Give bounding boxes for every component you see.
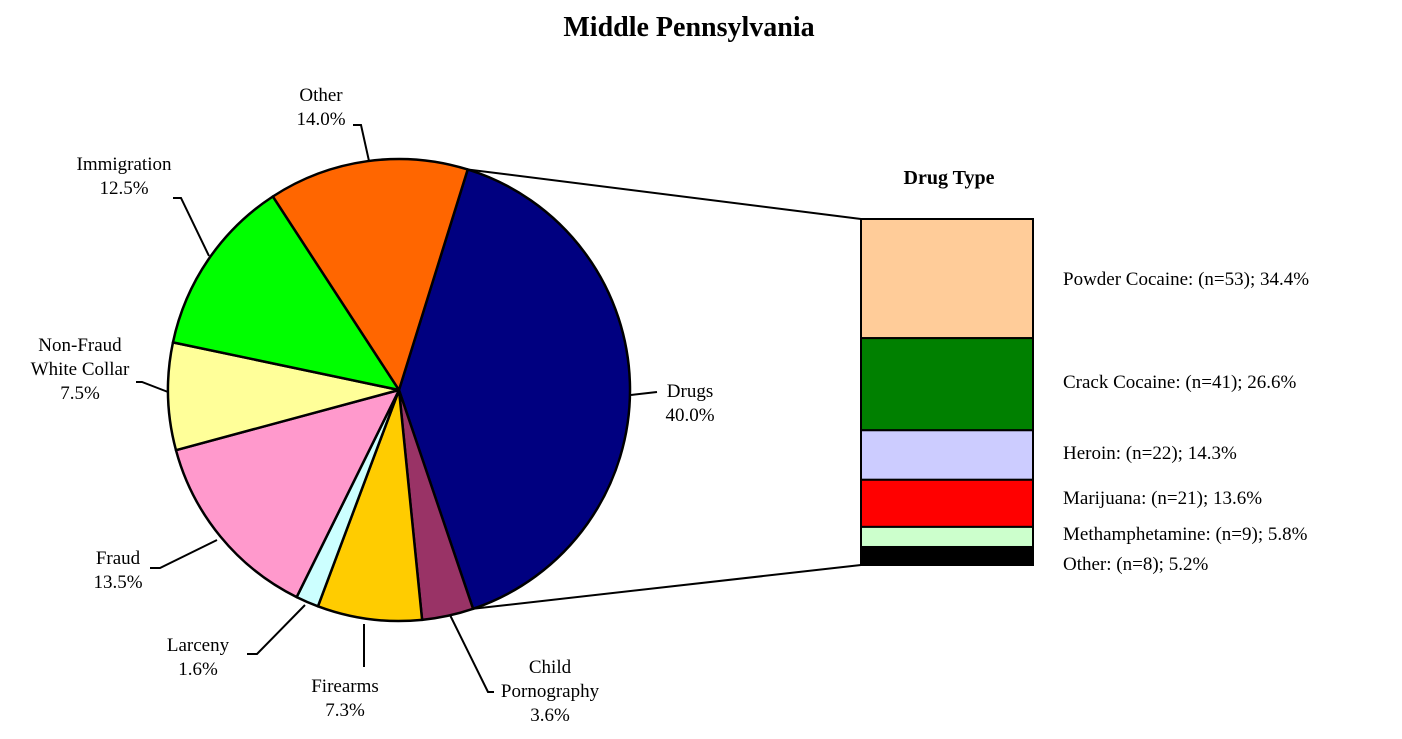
pie-label-immigration: Immigration 12.5% [77,154,172,199]
pie-chart [166,157,632,623]
connector-bottom [472,564,862,610]
bar-segment-other [860,545,1034,566]
leader-line-child-pornography [449,614,494,693]
pie-labels: Drugs 40.0% Child Pornography 3.6% Firearms 7.… [31,85,715,726]
bar-label-powder-cocaine: Powder Cocaine: (n=53); 34.4% [1063,269,1309,290]
pie-label-firearms: Firearms 7.3% [311,676,379,721]
pie-label-child-pornography: Child Pornography 3.6% [501,657,600,726]
pie-slice-other [271,157,469,392]
pie-label-fraud: Fraud 13.5% [93,548,142,593]
pie-label-non-fraud-white-collar: Non-Fraud White Collar 7.5% [31,335,130,404]
bar-label-marijuana: Marijuana: (n=21); 13.6% [1063,488,1262,509]
pie-slice-immigration [171,195,401,392]
pie-label-drugs: Drugs 40.0% [665,381,714,426]
pie-label-other: Other 14.0% [296,85,345,130]
bar-label-crack-cocaine: Crack Cocaine: (n=41); 26.6% [1063,372,1297,393]
bar-segment-powder-cocaine [860,218,1034,340]
drug-type-bar [860,218,1034,566]
pie-slice-fraud [174,388,401,599]
leader-line-larceny [247,604,306,655]
pie-label-larceny: Larceny 1.6% [167,635,230,680]
pie-slice-drugs [397,168,632,611]
bar-label-other: Other: (n=8); 5.2% [1063,554,1208,575]
leader-line-fraud [150,539,218,569]
leader-line-non-fraud-white-collar [136,381,169,393]
pie-slice-firearms [316,388,424,623]
drug-type-labels: Powder Cocaine: (n=53); 34.4% Crack Cocai… [1063,269,1309,575]
bar-segment-heroin [860,429,1034,481]
bar-segment-crack-cocaine [860,337,1034,432]
pie-slice-non-fraud-white-collar [166,341,401,452]
chart-title: Middle Pennsylvania [563,12,814,43]
leader-line-immigration [173,197,210,257]
leader-line-other [353,124,370,162]
bar-segment-marijuana [860,478,1034,528]
bar-label-methamphetamine: Methamphetamine: (n=9); 5.8% [1063,524,1308,545]
drug-type-title: Drug Type [904,167,995,189]
bar-label-heroin: Heroin: (n=22); 14.3% [1063,443,1237,464]
leader-line-drugs [630,391,658,396]
bar-segment-methamphetamine [860,525,1034,548]
connector-lines [467,168,862,610]
connector-top [467,168,862,220]
